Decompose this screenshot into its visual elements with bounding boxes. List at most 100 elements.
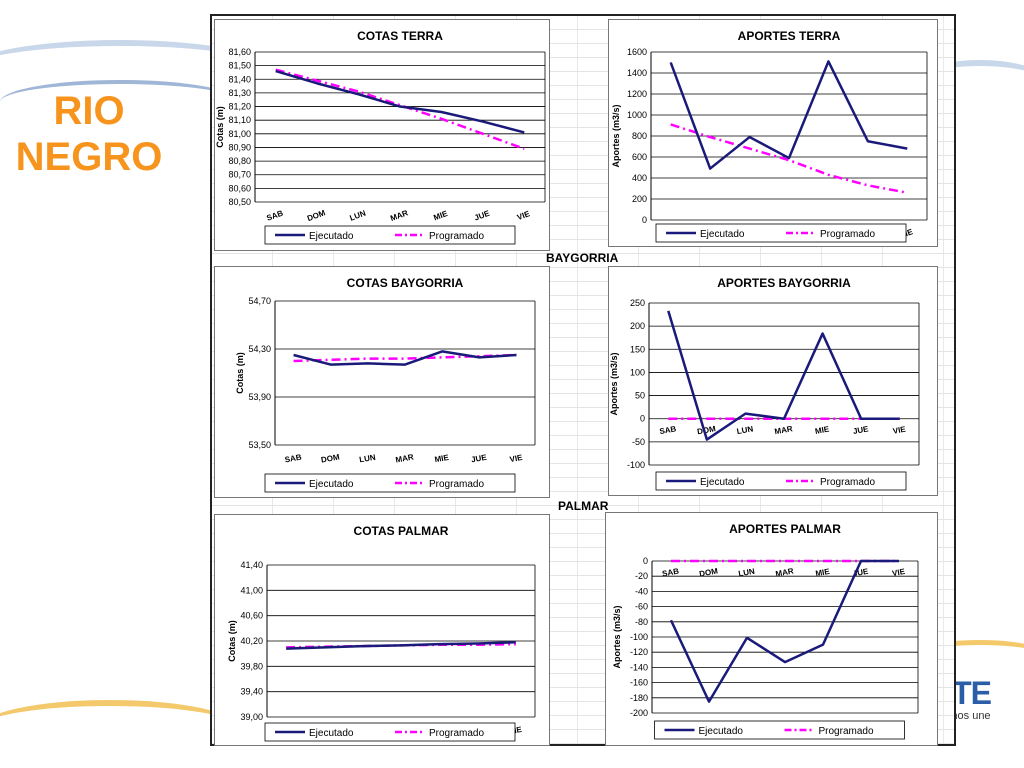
x-tick-label: JUE [852, 567, 870, 579]
x-tick-label: MIE [432, 209, 449, 223]
x-tick-label: VIE [508, 725, 523, 736]
y-tick-label: 40,60 [240, 611, 263, 621]
legend-label: Programado [429, 231, 484, 242]
y-tick-label: 81,10 [228, 115, 251, 125]
legend-box [654, 720, 905, 740]
background-swoosh [0, 700, 240, 756]
legend-box [264, 225, 516, 245]
background-swoosh [900, 60, 1024, 126]
chart-title: APORTES PALMAR [729, 522, 841, 536]
y-tick-label: 80,90 [228, 142, 251, 152]
y-axis-label: Cotas (m) [227, 620, 237, 662]
x-tick-label: MAR [395, 452, 415, 464]
section-label-palmar: PALMAR [558, 499, 609, 513]
x-tick-label: MIE [815, 567, 831, 578]
x-tick-label: LUN [359, 453, 377, 465]
y-tick-label: -120 [630, 647, 648, 657]
slide-title: RIO NEGRO [14, 88, 164, 180]
legend-label: Programado [819, 726, 874, 737]
legend-label: Programado [429, 479, 484, 490]
y-tick-label: -180 [630, 693, 648, 703]
x-tick-label: MAR [774, 424, 794, 436]
y-tick-label: 81,20 [228, 102, 251, 112]
y-tick-label: 53,90 [248, 392, 271, 402]
chart-panel-cotas-terra: COTAS TERRA 80,50 80,60 80,70 80,80 80,90 81,0… [214, 19, 550, 251]
chart-cotas-terra: COTAS TERRA 80,50 80,60 80,70 80,80 80,90 81,0… [215, 29, 546, 245]
x-tick-label: LUN [736, 424, 754, 436]
y-tick-label: 200 [632, 194, 647, 204]
series-line-programado [670, 123, 908, 194]
y-tick-label: 39,80 [240, 661, 263, 671]
chart-aportes-terra: APORTES TERRA 0 200 400 600 800 1000 1200 1400 16… [611, 29, 928, 243]
y-tick-label: 1200 [627, 89, 647, 99]
legend-label: Programado [820, 477, 875, 488]
x-tick-label: LUN [738, 567, 756, 579]
y-tick-label: 39,00 [240, 712, 263, 722]
legend-label: Programado [820, 229, 875, 240]
y-tick-label: 80,50 [228, 197, 251, 207]
y-tick-label: -80 [635, 617, 648, 627]
x-tick-label: JUE [852, 424, 870, 436]
y-tick-label: -60 [635, 602, 648, 612]
background-swoosh [900, 640, 1024, 685]
x-tick-label: LUN [348, 209, 367, 223]
x-tick-label: DOM [306, 208, 327, 223]
chart-title: COTAS BAYGORRIA [347, 276, 464, 290]
y-axis-label: Cotas (m) [215, 106, 225, 148]
background-swoosh [0, 40, 280, 106]
legend-label: Ejecutado [700, 477, 745, 488]
charts-frame: BAYGORRIA PALMAR COTAS TERRA 80,50 80,60 80… [210, 14, 956, 746]
y-axis-label: Cotas (m) [235, 352, 245, 394]
slide-title-line2: NEGRO [15, 135, 163, 179]
legend-box [655, 223, 907, 243]
series-line-ejecutado [669, 559, 899, 703]
y-tick-label: 81,00 [228, 129, 251, 139]
x-tick-label: DOM [696, 424, 716, 436]
chart-cotas-baygorria: COTAS BAYGORRIA 53,50 53,90 54,30 54,70 Cotas… [235, 276, 536, 493]
y-tick-label: 81,60 [228, 47, 251, 57]
x-tick-label: VIE [891, 567, 906, 578]
x-tick-label: VIE [509, 453, 524, 464]
y-tick-label: 41,40 [240, 560, 263, 570]
x-tick-label: JUE [473, 209, 491, 223]
y-tick-label: 200 [630, 321, 645, 331]
y-tick-label: -140 [630, 662, 648, 672]
chart-panel-aportes-baygorria: APORTES BAYGORRIA -100 -50 0 50 100 150 200 250 A… [608, 266, 938, 496]
section-label-baygorria: BAYGORRIA [546, 251, 619, 265]
legend-box [655, 471, 907, 491]
x-tick-label: VIE [892, 425, 907, 436]
chart-title: APORTES TERRA [738, 29, 841, 43]
legend-label: Programado [429, 728, 484, 739]
y-axis-label: Aportes (m3/s) [609, 352, 619, 415]
series-line-ejecutado [293, 350, 517, 366]
y-tick-label: 80,60 [228, 183, 251, 193]
x-tick-label: SAB [284, 453, 302, 465]
legend-label: Ejecutado [700, 229, 745, 240]
slide-title-line1: RIO [53, 89, 125, 133]
chart-title: COTAS TERRA [357, 29, 443, 43]
legend-label: Ejecutado [309, 231, 354, 242]
series-line-ejecutado [669, 60, 908, 170]
chart-panel-cotas-palmar: COTAS PALMAR 39,00 39,40 39,80 40,20 40,60 41,… [214, 514, 550, 746]
chart-aportes-baygorria: APORTES BAYGORRIA -100 -50 0 50 100 150 200 250 A… [609, 276, 920, 491]
y-tick-label: 41,00 [240, 585, 263, 595]
chart-panel-aportes-palmar: APORTES PALMAR -200 -180 -160 -140 -120 -100 -8… [605, 512, 938, 746]
y-axis-label: Aportes (m3/s) [612, 605, 622, 668]
y-tick-label: 54,70 [248, 296, 271, 306]
series-line-ejecutado [286, 641, 516, 650]
x-tick-label: VIE [516, 209, 532, 222]
series-line-ejecutado [275, 69, 525, 134]
y-tick-label: 80,80 [228, 156, 251, 166]
y-tick-label: 80,70 [228, 170, 251, 180]
legend-box [264, 473, 516, 493]
series-line-ejecutado [667, 310, 900, 441]
y-tick-label: 81,50 [228, 61, 251, 71]
y-tick-label: -50 [632, 437, 645, 447]
chart-aportes-palmar: APORTES PALMAR-200-180-160-140-120-100-8… [612, 522, 919, 740]
chart-title: COTAS PALMAR [354, 524, 449, 538]
y-tick-label: 600 [632, 152, 647, 162]
y-tick-label: 39,40 [240, 687, 263, 697]
y-tick-label: 250 [630, 298, 645, 308]
y-tick-label: 40,20 [240, 636, 263, 646]
series-line-programado [275, 68, 525, 150]
